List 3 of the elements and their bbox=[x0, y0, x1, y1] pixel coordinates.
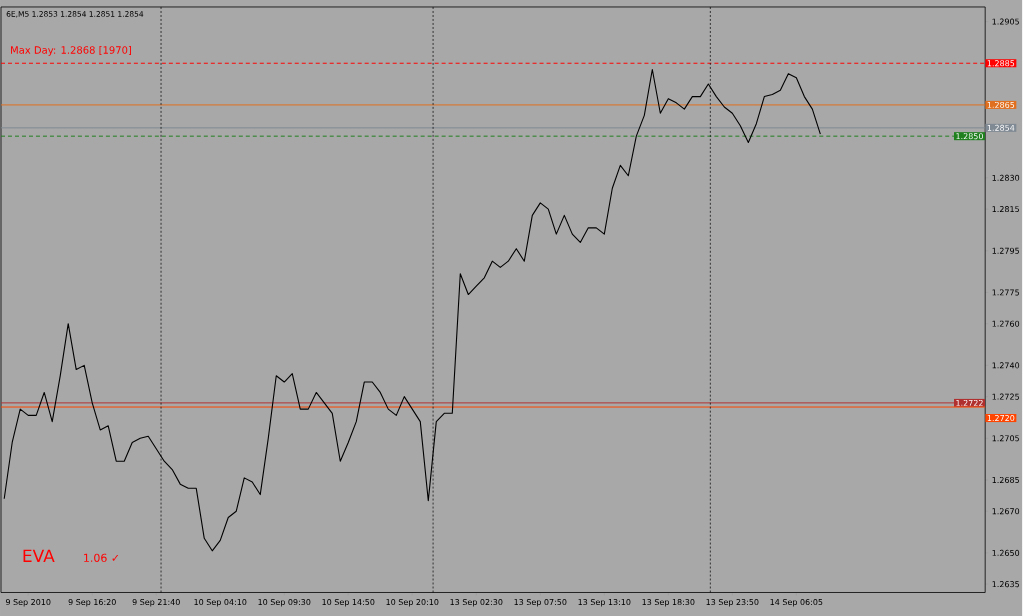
annotation: 1.06 ✓ bbox=[84, 553, 119, 562]
annotation: EVA bbox=[23, 549, 55, 562]
annotation: Max Day: 1.2868 [1970] bbox=[11, 45, 131, 56]
